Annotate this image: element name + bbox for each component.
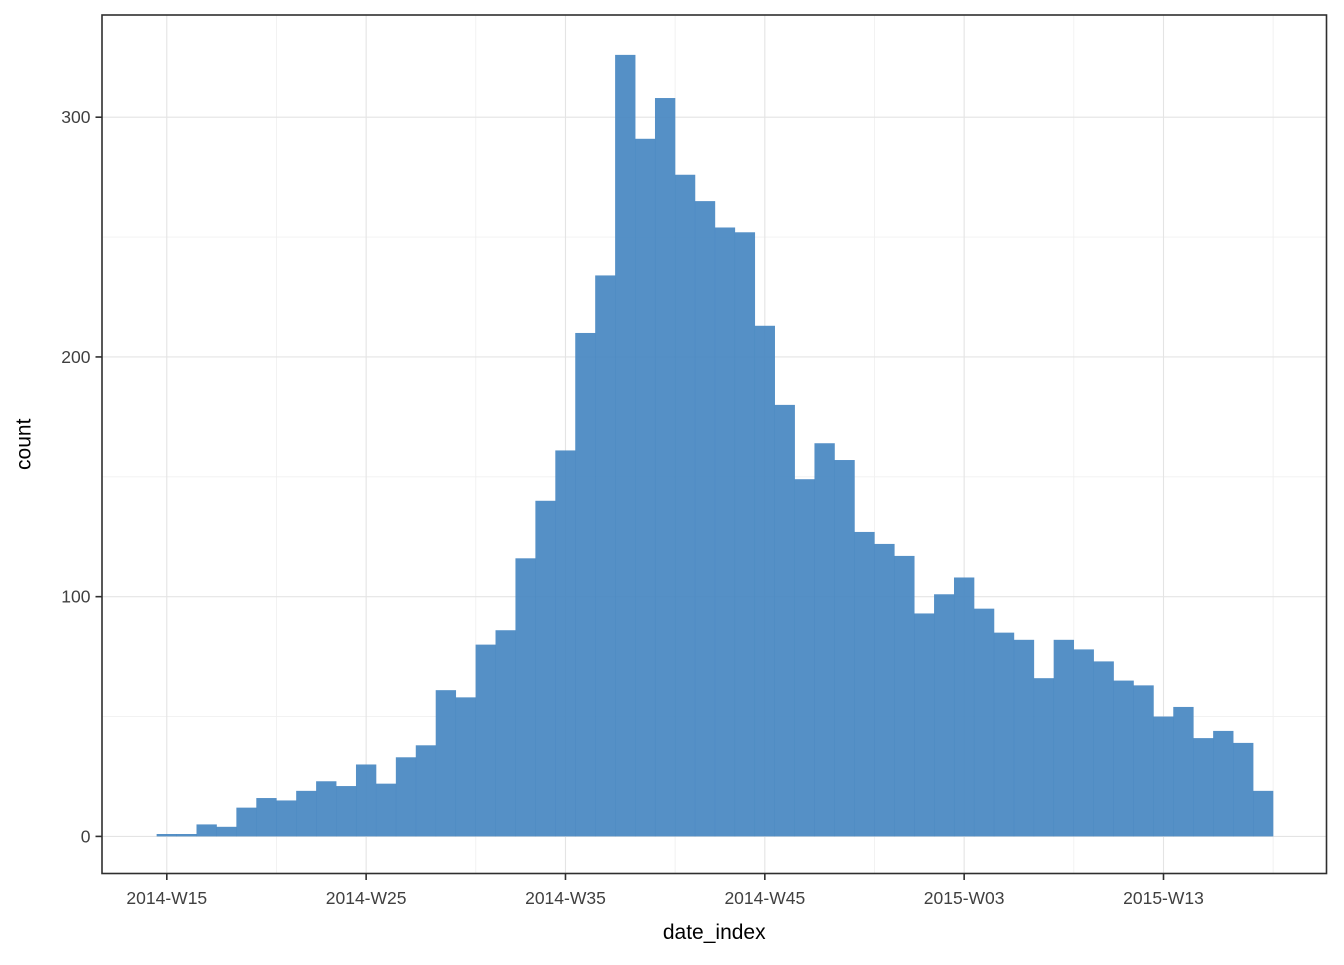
histogram-bar	[435, 690, 457, 837]
histogram-bar	[1053, 639, 1074, 837]
x-tick-label: 2014-W15	[126, 888, 207, 908]
histogram-bar	[176, 834, 197, 837]
histogram-bar	[973, 608, 995, 837]
histogram-bar	[455, 697, 476, 837]
histogram-bar	[854, 531, 875, 837]
histogram-bar	[654, 98, 676, 837]
histogram-bar	[734, 232, 756, 837]
panel-border	[101, 14, 1328, 875]
histogram-bar	[216, 826, 237, 837]
histogram-bar	[475, 644, 496, 837]
y-tick-label: 300	[61, 107, 90, 127]
y-tick-label: 100	[61, 587, 90, 607]
histogram-bar	[375, 783, 397, 837]
histogram-bar	[1073, 649, 1094, 837]
histogram-bar	[914, 613, 935, 837]
axis-ticks	[95, 116, 1165, 880]
x-tick-label: 2014-W45	[724, 888, 805, 908]
histogram-bar	[316, 781, 337, 837]
x-tick-label: 2014-W35	[525, 888, 606, 908]
histogram-bar	[774, 404, 795, 837]
histogram-bar	[953, 577, 975, 837]
histogram-bar	[834, 460, 855, 837]
y-tick-label: 200	[61, 347, 90, 367]
x-axis-title: date_index	[663, 921, 766, 944]
y-axis-tick-labels: 0 100 200 300	[61, 107, 90, 846]
histogram-bar	[1153, 716, 1174, 837]
histogram-bar	[794, 479, 815, 837]
histogram-bar	[555, 450, 576, 837]
histogram-bar	[1233, 742, 1254, 837]
histogram-bar	[814, 443, 835, 837]
histogram-bar	[515, 558, 536, 837]
histogram-bar	[196, 824, 217, 837]
histogram-bar	[296, 790, 317, 837]
histogram-bar	[714, 227, 736, 837]
histogram-bar	[1253, 790, 1274, 837]
histogram-bar	[1093, 661, 1114, 837]
x-tick-label: 2015-W13	[1123, 888, 1204, 908]
histogram-bar	[1013, 639, 1035, 837]
histogram-bar	[156, 834, 177, 837]
histogram-bar	[1133, 685, 1154, 837]
histogram-bar	[1113, 680, 1134, 837]
histogram-bar	[874, 543, 895, 837]
histogram-bar	[575, 332, 596, 837]
histogram-bar	[256, 798, 277, 837]
histogram-bars	[156, 54, 1274, 837]
histogram-bar	[1173, 706, 1194, 837]
histogram-bar	[674, 174, 696, 837]
histogram-bar	[615, 54, 636, 837]
histogram-bar	[415, 745, 437, 837]
x-tick-label: 2014-W25	[326, 888, 407, 908]
x-tick-label: 2015-W03	[924, 888, 1005, 908]
histogram-bar	[1213, 730, 1234, 837]
histogram-bar	[236, 807, 257, 837]
x-axis-tick-labels: 2014-W15 2014-W25 2014-W35 2014-W45 2015-W03…	[126, 888, 1203, 908]
y-axis-title: count	[13, 418, 36, 470]
histogram-bar	[355, 764, 377, 837]
histogram-bar	[495, 630, 516, 837]
histogram-bar	[993, 632, 1015, 837]
histogram-bar	[276, 800, 297, 837]
histogram-bar	[754, 325, 775, 837]
histogram-bar	[595, 275, 616, 837]
histogram-bar	[535, 500, 556, 837]
histogram-bar	[1033, 678, 1055, 837]
histogram-bar	[934, 594, 955, 837]
histogram-bar	[635, 138, 656, 837]
histogram-bar	[694, 201, 716, 837]
histogram-bar	[1193, 738, 1214, 837]
histogram-bar	[395, 757, 417, 837]
y-tick-label: 0	[81, 826, 91, 846]
histogram-bar	[894, 555, 915, 837]
histogram-bar	[336, 786, 357, 837]
